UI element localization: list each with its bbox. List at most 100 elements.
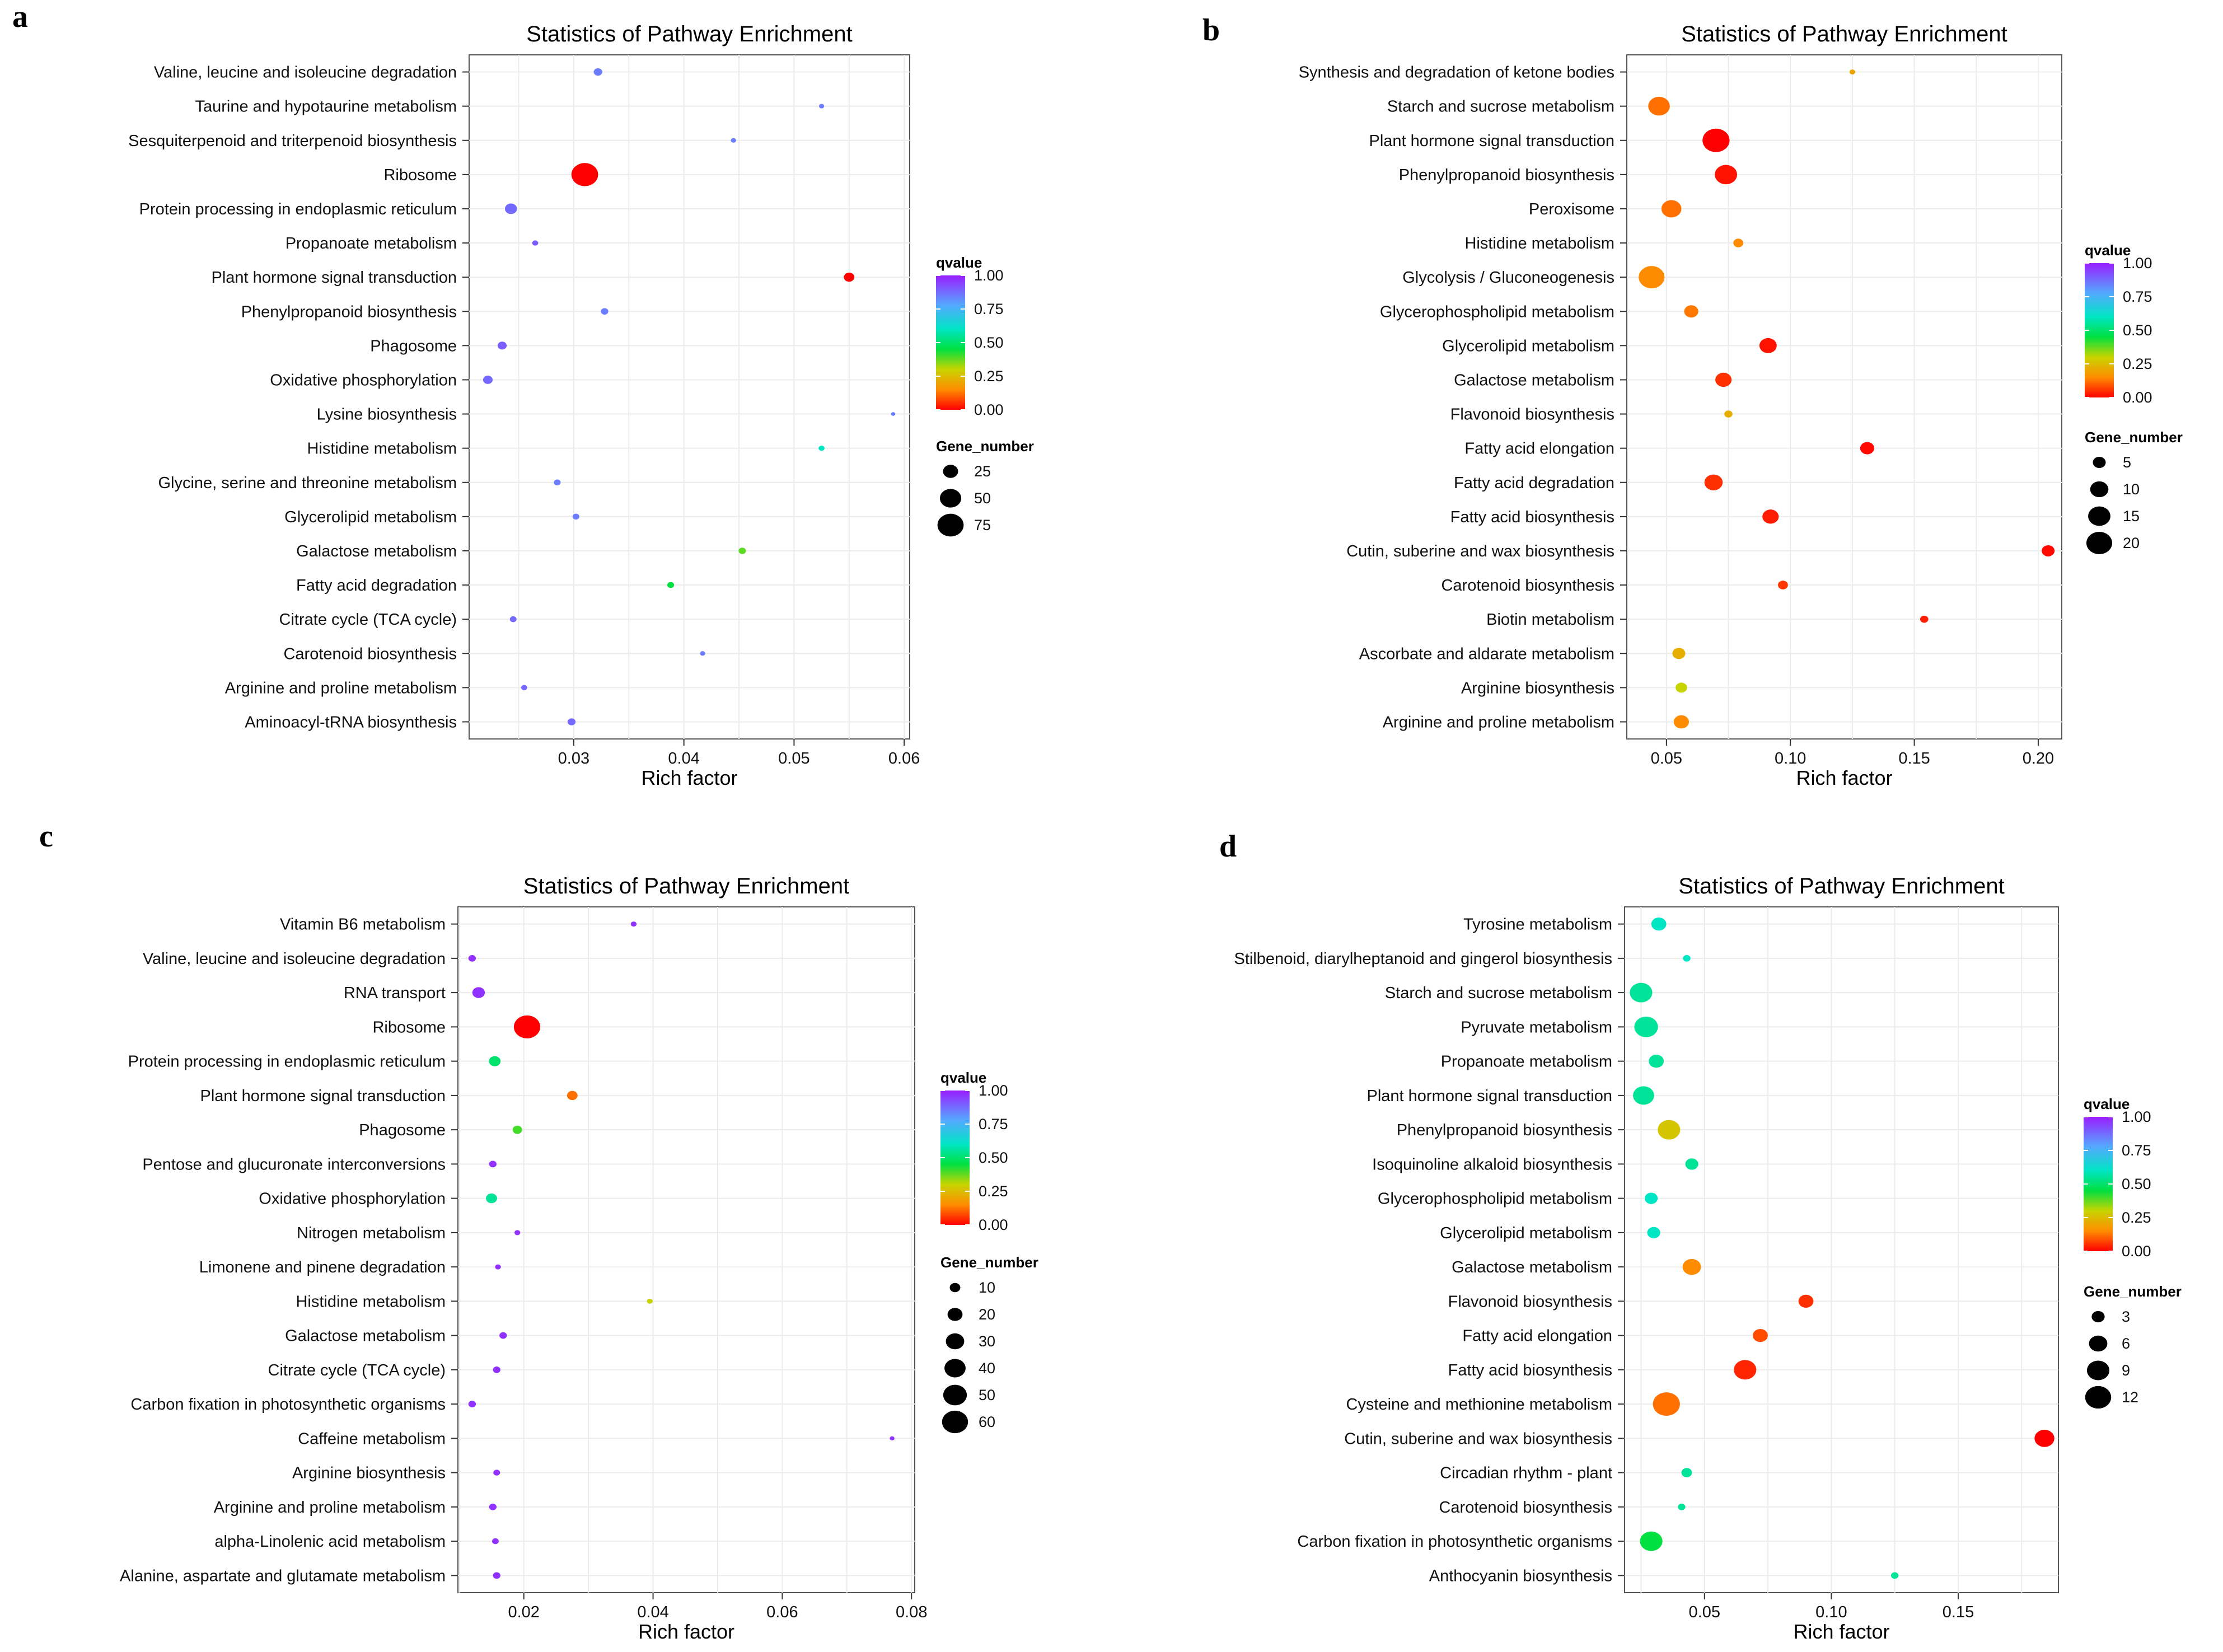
pc-point [486, 1193, 497, 1204]
pc-ytick-label: Pentose and glucuronate interconversions [142, 1155, 446, 1173]
pa-xtick-label: 0.05 [778, 750, 809, 767]
pa-legend-qvalue-title: qvalue [936, 254, 982, 271]
pc-ytick-label: Caffeine metabolism [298, 1430, 446, 1448]
pb-ytick-label: Starch and sucrose metabolism [1387, 98, 1614, 116]
pc-plot-area [457, 906, 915, 1593]
panel-a-chart: Statistics of Pathway Enrichment Valine, … [128, 22, 1034, 789]
pc-point [468, 1401, 476, 1407]
pd-point [1678, 1504, 1686, 1510]
pc-legend-qvalue-title: qvalue [940, 1069, 986, 1086]
pa-legend-size-label: 25 [974, 463, 991, 480]
pc-legend-size-dot [946, 1333, 965, 1350]
pc-point [630, 921, 637, 927]
pa-point [601, 308, 609, 315]
pb-ytick-label: Biotin metabolism [1486, 611, 1614, 629]
pb-legend-colorbar [2085, 263, 2114, 397]
pd-legend-size-dot [2091, 1311, 2105, 1323]
pc-title: Statistics of Pathway Enrichment [523, 874, 849, 898]
pa-title: Statistics of Pathway Enrichment [526, 22, 852, 46]
pc-legend-size-dot [942, 1410, 968, 1434]
pa-ytick-label: Phagosome [370, 337, 457, 355]
pb-gridlines [1627, 55, 2062, 739]
pd-point [1681, 1468, 1692, 1477]
pd-point [1683, 955, 1691, 962]
pa-xtick-label: 0.03 [558, 750, 589, 767]
pd-ytick-label: Cutin, suberine and wax biosynthesis [1344, 1430, 1612, 1448]
pb-ytick-label: Flavonoid biosynthesis [1450, 406, 1614, 424]
panel-label-d: d [1219, 829, 1237, 864]
pa-legend-size-title: Gene_number [936, 438, 1034, 455]
pd-ytick-label: Carbon fixation in photosynthetic organi… [1297, 1533, 1612, 1551]
pc-legend-size-label: 60 [979, 1414, 995, 1430]
pd-point [1753, 1328, 1768, 1342]
pd-point [1649, 1054, 1664, 1068]
pd-point [1798, 1294, 1814, 1308]
pd-ytick-label: Pyruvate metabolism [1461, 1018, 1612, 1036]
pb-point [1672, 648, 1686, 659]
pb-point [1702, 128, 1730, 152]
pc-point [489, 1160, 497, 1168]
pd-ytick-label: Isoquinoline alkaloid biosynthesis [1372, 1155, 1612, 1173]
pc-point [647, 1298, 653, 1304]
pa-legend-size-dot [943, 465, 958, 478]
pd-point [1647, 1227, 1660, 1238]
pb-legend-size-label: 20 [2123, 535, 2140, 551]
pb-point [1762, 509, 1779, 524]
pb-point [1715, 372, 1732, 387]
pa-point [818, 104, 825, 109]
pc-point [499, 1332, 507, 1339]
pd-title: Statistics of Pathway Enrichment [1678, 874, 2004, 898]
panel-label-a: a [12, 0, 28, 34]
pc-point [495, 1264, 501, 1270]
pc-legend-colorbar-label: 0.00 [979, 1216, 1008, 1233]
pb-legend-size-dot [2088, 506, 2110, 526]
pb-ytick-label: Fatty acid elongation [1464, 440, 1614, 458]
pd-legend-colorbar-label: 0.00 [2122, 1243, 2151, 1260]
pb-plot-area [1626, 54, 2062, 740]
pb-point [1849, 69, 1856, 75]
pc-point [514, 1230, 521, 1236]
pd-point [1633, 1086, 1654, 1105]
pd-ytick-label: Cysteine and methionine metabolism [1346, 1396, 1612, 1414]
pa-ytick-label: Sesquiterpenoid and triterpenoid biosynt… [128, 132, 457, 150]
pc-ytick-label: Valine, leucine and isoleucine degradati… [143, 950, 446, 968]
pb-legend-size-dot [2086, 531, 2113, 555]
pc-point [493, 1572, 500, 1579]
pc-ytick-label: Phagosome [359, 1121, 446, 1139]
pb-ytick-label: Galactose metabolism [1454, 371, 1614, 389]
pb-point [1715, 165, 1738, 185]
pa-xtick-label: 0.06 [888, 750, 920, 767]
pb-point [1860, 442, 1875, 455]
pb-legend-colorbar-label: 0.00 [2123, 389, 2152, 406]
pb-point [1724, 410, 1733, 418]
pc-legend-colorbar-label: 1.00 [979, 1082, 1008, 1099]
pc-ytick-label: Limonene and pinene degradation [199, 1258, 446, 1276]
pc-point [567, 1091, 578, 1101]
pc-legend-size-label: 20 [979, 1306, 995, 1323]
pc-legend-size-label: 10 [979, 1279, 995, 1296]
pa-plot-area [469, 54, 910, 740]
pb-ytick-label: Ascorbate and aldarate metabolism [1359, 645, 1614, 663]
pa-point [509, 616, 517, 623]
pb-ytick-label: Peroxisome [1529, 200, 1614, 218]
pa-point [844, 273, 855, 282]
pd-legend-size-label: 6 [2122, 1335, 2130, 1352]
pb-title: Statistics of Pathway Enrichment [1681, 22, 2007, 46]
pc-xtick-label: 0.02 [508, 1603, 539, 1621]
pb-point [1673, 715, 1690, 729]
pd-legend-size-label: 12 [2122, 1389, 2138, 1406]
pb-point [1759, 338, 1777, 353]
pa-point [738, 547, 746, 554]
pc-point [472, 987, 485, 998]
pa-ytick-label: Lysine biosynthesis [317, 406, 457, 424]
pd-point [1630, 982, 1653, 1003]
pb-ytick-label: Glycolysis / Gluconeogenesis [1402, 269, 1614, 287]
pd-legend-colorbar [2084, 1117, 2113, 1251]
panel-b-chart: Statistics of Pathway Enrichment Synthesi… [1299, 22, 2183, 789]
pc-ytick-label: Vitamin B6 metabolism [280, 916, 446, 934]
pa-point [571, 163, 598, 186]
pd-legend-size-dot [2085, 1386, 2112, 1409]
pd-legend-colorbar-label: 0.75 [2122, 1142, 2151, 1159]
pd-legend-qvalue-title: qvalue [2084, 1096, 2130, 1112]
pb-ytick-label: Glycerolipid metabolism [1442, 337, 1614, 355]
